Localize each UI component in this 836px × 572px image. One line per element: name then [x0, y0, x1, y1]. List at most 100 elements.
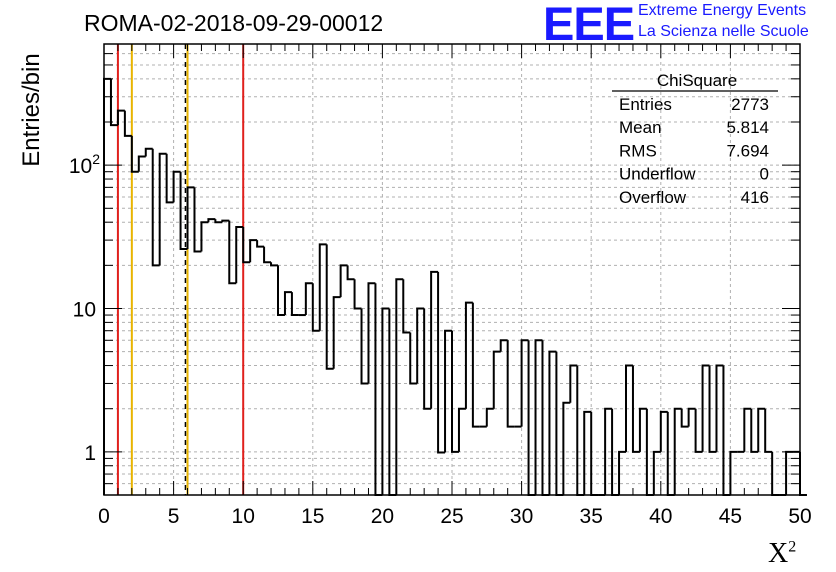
- histogram-bin: [548, 350, 557, 495]
- stats-box: ChiSquare Entries 2773 Mean 5.814 RMS 7.694 Und…: [612, 71, 778, 207]
- histogram-bin: [485, 407, 494, 427]
- histogram-bin: [618, 450, 626, 495]
- stats-label: Entries: [619, 95, 672, 114]
- histogram-bin: [353, 279, 362, 310]
- histogram-bin: [318, 243, 327, 331]
- logo-tagline-2: La Scienza nelle Scuole: [638, 23, 809, 40]
- histogram-bin: [214, 219, 223, 224]
- vertical-markers: [116, 44, 245, 495]
- histogram-bin: [235, 226, 244, 284]
- histogram-bin: [130, 135, 139, 173]
- eee-logo: EEE: [543, 0, 635, 50]
- logo-tagline-1: Extreme Energy Events: [638, 2, 807, 19]
- histogram-bin: [242, 227, 251, 264]
- histogram-bin: [527, 340, 536, 496]
- histogram-bin: [520, 339, 529, 427]
- histogram-bin: [381, 307, 390, 495]
- histogram-bin: [604, 407, 613, 495]
- histogram-bin: [249, 239, 258, 263]
- histogram-bin: [750, 408, 759, 453]
- stats-value: 416: [741, 188, 769, 207]
- histogram-bin: [625, 364, 633, 452]
- histogram-bin: [659, 410, 668, 452]
- histogram-bin: [799, 451, 807, 496]
- histogram-bin: [360, 308, 369, 385]
- histogram-bin: [680, 408, 689, 428]
- histogram-bin: [339, 264, 348, 298]
- histogram-bin: [165, 153, 174, 204]
- x-tick-label: 35: [580, 505, 603, 528]
- histogram-bin: [172, 170, 181, 203]
- histogram-bin: [137, 155, 146, 172]
- histogram-bin: [109, 78, 118, 127]
- histogram-bin: [186, 186, 195, 250]
- x-tick-label: 5: [168, 505, 180, 528]
- histogram-bin: [332, 296, 341, 369]
- histogram-bin: [743, 407, 752, 452]
- histogram-bin: [116, 109, 125, 126]
- histogram-bin: [283, 291, 292, 316]
- histogram-bin: [541, 340, 550, 496]
- histogram-bin: [492, 350, 501, 409]
- histogram-bin: [402, 279, 411, 334]
- y-tick-label: 1: [84, 442, 96, 465]
- histogram-bin: [158, 152, 167, 266]
- histogram-bin: [729, 450, 738, 495]
- histogram-bin: [464, 301, 473, 409]
- x-tick-label: 10: [232, 505, 255, 528]
- stats-value: 0: [760, 165, 769, 184]
- x-tick-label: 50: [788, 505, 811, 528]
- histogram-bin: [457, 407, 466, 452]
- histogram-bin: [638, 407, 647, 452]
- histogram-bin: [193, 187, 202, 253]
- histogram-bin: [409, 332, 418, 385]
- histogram-bin: [367, 282, 376, 384]
- histogram-bin: [311, 283, 320, 332]
- stats-value: 7.694: [726, 141, 769, 160]
- stats-value: 5.814: [726, 118, 769, 137]
- histogram-bin: [290, 292, 299, 317]
- x-tick-label: 15: [301, 505, 324, 528]
- stats-label: Mean: [619, 118, 662, 137]
- histogram: [103, 77, 807, 496]
- histogram-bin: [123, 110, 132, 137]
- histogram-bin: [673, 407, 682, 495]
- stats-label: Overflow: [619, 188, 687, 207]
- histogram-bin: [562, 401, 571, 495]
- x-tick-label: 30: [510, 505, 533, 528]
- histogram-bin: [576, 365, 585, 496]
- histogram-bin: [103, 77, 111, 495]
- histogram-bin: [471, 302, 480, 428]
- histogram-bin: [534, 339, 543, 495]
- histogram-bin: [631, 365, 640, 453]
- histogram-bin: [437, 271, 446, 454]
- stats-label: RMS: [619, 141, 657, 160]
- histogram-bin: [583, 410, 592, 495]
- x-tick-label: 20: [371, 505, 394, 528]
- histogram-bin: [325, 244, 334, 370]
- x-tick-label: 45: [719, 505, 742, 528]
- x-axis-label-base: X: [768, 538, 789, 569]
- histogram-bin: [666, 411, 675, 496]
- histogram-bin: [151, 148, 160, 267]
- histogram-bin: [207, 218, 216, 223]
- histogram-bin: [451, 330, 459, 453]
- histogram-bin: [687, 407, 696, 427]
- histogram-bin: [652, 450, 661, 495]
- histogram-bin: [423, 308, 432, 410]
- histogram-bin: [430, 270, 439, 409]
- histogram-bin: [757, 407, 766, 452]
- histogram-bin: [694, 408, 703, 453]
- chart-title: ROMA-02-2018-09-29-00012: [84, 10, 384, 36]
- histogram-bin: [395, 278, 404, 495]
- x-tick-label: 0: [98, 505, 110, 528]
- histogram-bin: [228, 220, 237, 285]
- histogram-bin: [256, 240, 265, 248]
- x-axis-label: X2: [768, 538, 796, 570]
- x-tick-label: 25: [440, 505, 463, 528]
- histogram-bin: [444, 329, 452, 453]
- histogram-bin: [221, 219, 230, 223]
- stats-value: 2773: [731, 95, 769, 114]
- histogram-bin: [346, 265, 355, 281]
